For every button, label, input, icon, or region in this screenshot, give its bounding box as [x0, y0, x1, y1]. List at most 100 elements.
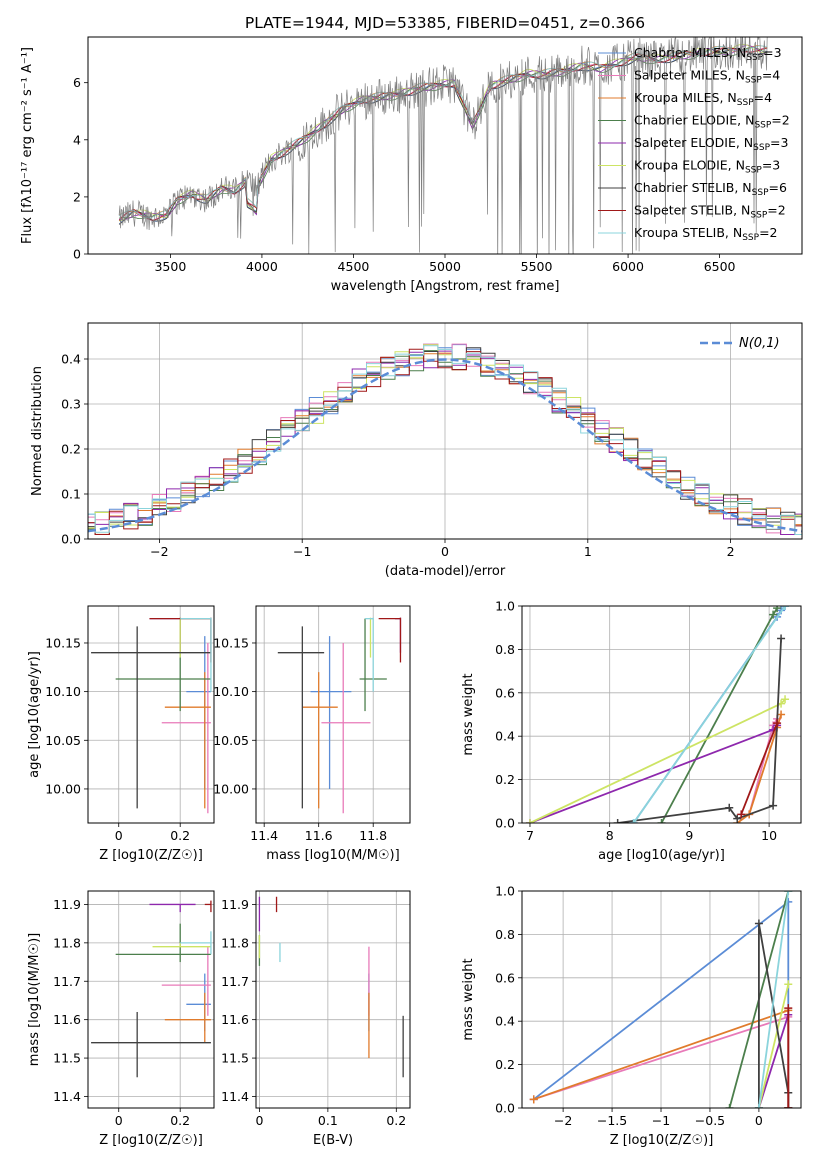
y-axis-label: mass weight	[461, 958, 476, 1040]
x-tick-label: 8	[606, 828, 614, 843]
x-axis-label: mass [log10(M/M☉)]	[266, 848, 399, 863]
x-tick-label: 4000	[246, 259, 278, 274]
plot-area	[118, 37, 768, 254]
x-axis-label: E(B-V)	[313, 1133, 353, 1148]
y-tick-label: 11.4	[53, 1089, 81, 1104]
x-tick-label: −1	[652, 1113, 670, 1128]
y-tick-label: 11.4	[221, 1089, 249, 1104]
x-tick-label: −1	[293, 544, 311, 559]
y-tick-label: 11.9	[53, 897, 81, 912]
panel-weight-vs-Z: −2 −1.5 −1 −0.5 0 0.0 0.2 0.4 0.6 0.8 1.0 Z [log10(…	[461, 884, 802, 1148]
legend-entry: Chabrier STELIB, NSSP=6	[634, 180, 787, 198]
x-axis-label: age [log10(age/yr)]	[598, 848, 725, 863]
panel-age-vs-Z: 0 0.2 10.00 10.05 10.10 10.15 Z [log10(Z/Z☉)] a…	[27, 605, 215, 863]
x-axis-label: (data-model)/error	[385, 564, 506, 579]
x-tick-label: −1.5	[597, 1113, 627, 1128]
legend-entry-value: =3	[762, 158, 780, 173]
legend-entry-text: Kroupa MILES, N	[634, 90, 737, 105]
y-tick-label: 10.00	[45, 781, 81, 796]
legend-entry-sub: SSP	[746, 53, 763, 63]
x-tick-label: −0.5	[695, 1113, 725, 1128]
legend-entry: Kroupa MILES, NSSP=4	[634, 90, 772, 108]
y-tick-label: 4	[73, 132, 81, 147]
legend-entry-value: =2	[767, 203, 785, 218]
x-axis-label: Z [log10(Z/Z☉)]	[610, 1133, 714, 1148]
histogram-series	[88, 348, 802, 535]
y-tick-label: 11.8	[221, 935, 249, 950]
weight-marker	[777, 710, 786, 719]
legend-entry-sub: SSP	[752, 188, 769, 198]
y-tick-label: 10.10	[213, 684, 249, 699]
legend-entry-sub: SSP	[742, 233, 759, 243]
x-tick-label: 11.8	[359, 828, 387, 843]
weight-marker	[725, 1104, 734, 1108]
weight-line	[740, 722, 778, 815]
y-tick-label: 0.3	[61, 397, 81, 412]
y-axis-label: age [log10(age/yr)]	[27, 651, 42, 778]
legend-entry-sub: SSP	[754, 121, 771, 131]
axes-frame	[255, 890, 411, 1109]
weight-marker	[525, 819, 534, 823]
y-tick-label: 1.0	[495, 599, 515, 614]
weight-marker	[773, 719, 782, 728]
legend-entry-value: =2	[771, 113, 789, 128]
x-tick-label: 9	[685, 828, 693, 843]
y-tick-label: 0.0	[495, 816, 515, 831]
y-tick-label: 0	[73, 247, 81, 262]
plot-area	[91, 900, 212, 1078]
weight-line	[632, 606, 786, 823]
x-tick-label: 11.4	[250, 828, 278, 843]
x-tick-label: 6500	[704, 259, 736, 274]
legend-entry: Chabrier MILES, NSSP=3	[634, 45, 782, 63]
histogram-series	[88, 345, 802, 535]
y-tick-label: 6	[73, 75, 81, 90]
legend-entry-text: Salpeter MILES, N	[634, 68, 745, 83]
legend-entry-value: =3	[763, 45, 781, 60]
y-tick-label: 11.7	[221, 974, 249, 989]
legend-entry-text: Chabrier MILES, N	[634, 45, 746, 60]
legend-entry-text: Salpeter STELIB, N	[634, 203, 750, 218]
y-axis-label: Flux [fλ10⁻¹⁷ erg cm⁻² s⁻¹ A⁻¹]	[20, 47, 35, 244]
weight-line	[529, 698, 786, 823]
weight-marker	[781, 695, 790, 704]
legend-entry: Kroupa ELODIE, NSSP=3	[634, 158, 780, 176]
histogram-series	[88, 350, 802, 535]
x-tick-label: 5500	[521, 259, 553, 274]
legend-entry-text: Kroupa ELODIE, N	[634, 158, 745, 173]
weight-marker	[781, 606, 790, 610]
y-tick-label: 1.0	[495, 884, 515, 899]
x-tick-label: 11.6	[305, 828, 333, 843]
weight-line	[736, 714, 782, 823]
x-tick-label: 0.2	[170, 1113, 190, 1128]
axes-frame	[521, 605, 802, 824]
x-axis-label: Z [log10(Z/Z☉)]	[99, 1133, 203, 1148]
legend-entry-value: =2	[759, 225, 777, 240]
x-tick-label: 5000	[429, 259, 461, 274]
weight-marker	[769, 801, 778, 810]
weight-marker	[784, 891, 793, 895]
legend-entry: Salpeter STELIB, NSSP=2	[634, 203, 786, 221]
y-tick-label: 0.6	[495, 685, 515, 700]
legend-entry-sub: SSP	[753, 143, 770, 153]
plot-area	[91, 617, 212, 814]
plot-area	[277, 617, 402, 814]
y-tick-label: 10.05	[213, 733, 249, 748]
legend-entry-text: Chabrier ELODIE, N	[634, 113, 754, 128]
weight-marker	[725, 803, 734, 812]
x-tick-label: 6000	[612, 259, 644, 274]
plot-area	[529, 891, 793, 1108]
x-tick-label: 0.1	[318, 1113, 338, 1128]
weight-line	[660, 607, 778, 823]
y-axis-label: mass [log10(M/M☉)]	[27, 933, 42, 1066]
x-tick-label: 4500	[338, 259, 370, 274]
y-tick-label: 0.2	[61, 442, 81, 457]
weight-marker	[769, 610, 778, 619]
legend-entry-value: =3	[770, 135, 788, 150]
observed-spectrum	[118, 37, 768, 254]
y-tick-label: 0.6	[495, 970, 515, 985]
y-tick-label: 2	[73, 189, 81, 204]
x-tick-label: −2	[554, 1113, 572, 1128]
weight-line	[758, 984, 790, 1108]
weight-line	[758, 1014, 790, 1108]
